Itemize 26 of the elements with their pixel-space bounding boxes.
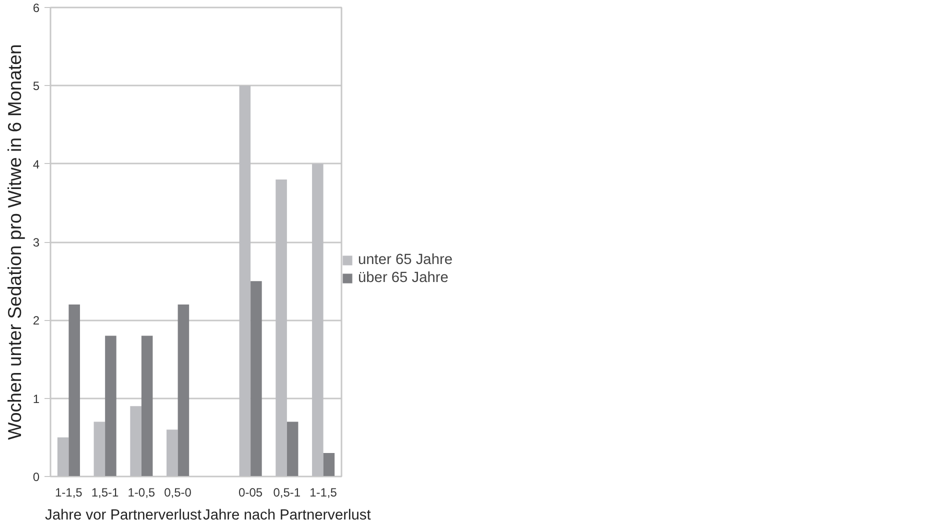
bar — [141, 336, 153, 476]
legend-label: über 65 Jahre — [358, 270, 448, 286]
y-tick-label: 0 — [32, 470, 40, 484]
y-tick-label: 5 — [32, 79, 40, 94]
x-tick-label: 1-1,5 — [55, 486, 83, 500]
y-axis-title: Wochen unter Sedation pro Witwe in 6 Monaten — [4, 44, 25, 440]
x-tick-label: 1,5-1 — [91, 486, 120, 500]
y-tick-label: 2 — [32, 314, 40, 328]
y-tick-label: 4 — [32, 157, 40, 172]
text: Jahre vor Partnerverlust — [45, 508, 202, 524]
x-tick-label: 0-05 — [238, 486, 263, 500]
bar — [286, 422, 298, 476]
x-tick-label: 1-1,5 — [310, 486, 338, 500]
bar — [323, 453, 335, 476]
x-tick-label: 0,5-0 — [164, 486, 192, 500]
x-tick-label: 0,5-1 — [273, 486, 301, 500]
y-tick-label: 3 — [32, 236, 40, 250]
bar — [68, 304, 80, 476]
bar — [250, 281, 262, 476]
x-tick-label: 1-0,5 — [128, 486, 156, 500]
y-tick-label: 6 — [32, 1, 40, 15]
y-tick-label: 1 — [32, 392, 40, 406]
bar — [178, 304, 190, 476]
text: Jahre nach Partnerverlust — [203, 508, 371, 524]
bar — [105, 336, 116, 476]
legend-label: unter 65 Jahre — [358, 252, 453, 268]
